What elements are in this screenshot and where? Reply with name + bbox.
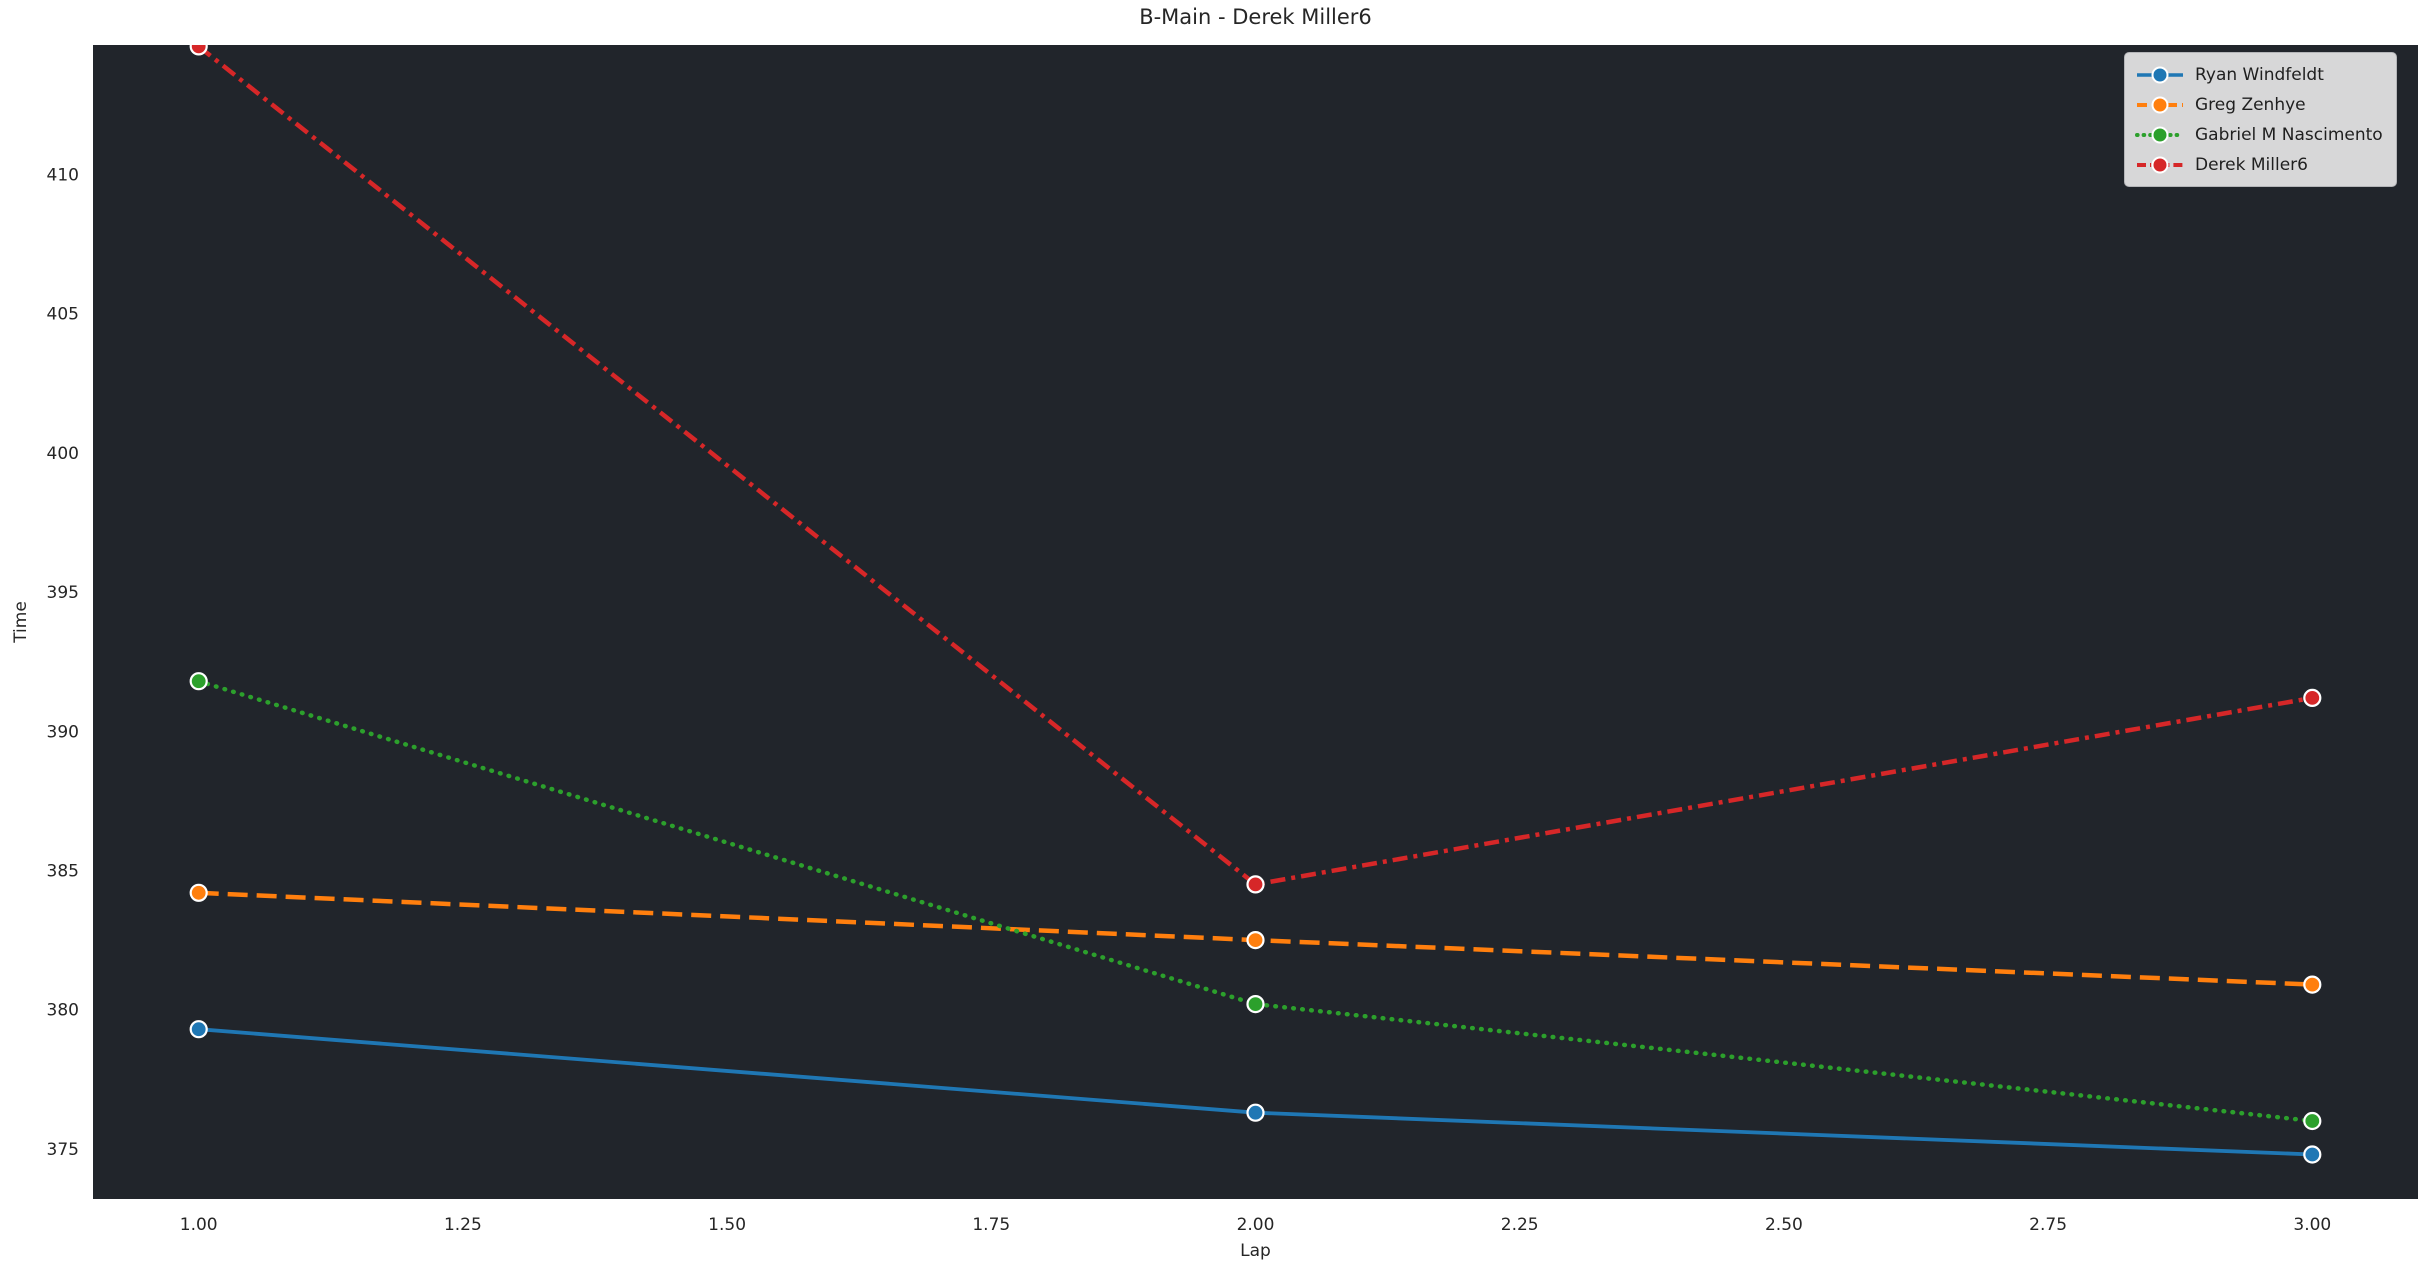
x-axis-label: Lap bbox=[1240, 1241, 1271, 1261]
data-point-marker bbox=[189, 45, 208, 56]
data-point-marker bbox=[189, 883, 208, 902]
legend-label: Gabriel M Nascimento bbox=[2195, 124, 2383, 145]
x-tick-label: 2.50 bbox=[1765, 1215, 1803, 1235]
data-point-marker bbox=[1246, 994, 1265, 1014]
x-tick-label: 3.00 bbox=[2293, 1215, 2331, 1235]
data-point-marker bbox=[2303, 1145, 2322, 1164]
legend-marker bbox=[2151, 126, 2169, 143]
y-tick-label: 410 bbox=[47, 165, 79, 185]
chart-title: B-Main - Derek Miller6 bbox=[1139, 5, 1372, 29]
series-derek-miller6 bbox=[189, 45, 2322, 894]
x-tick-label: 1.00 bbox=[180, 1215, 218, 1235]
data-point-marker bbox=[1246, 875, 1265, 894]
legend-item-greg-zenhye: Greg Zenhye bbox=[2135, 91, 2383, 118]
plot-area bbox=[93, 45, 2418, 1199]
series-layer bbox=[189, 45, 2322, 1164]
legend-label: Ryan Windfeldt bbox=[2195, 64, 2324, 85]
data-point-marker bbox=[2303, 1111, 2322, 1131]
y-tick-label: 380 bbox=[47, 1001, 79, 1021]
y-tick-label: 385 bbox=[47, 861, 79, 881]
data-point-marker bbox=[189, 672, 208, 691]
x-tick-label: 2.75 bbox=[2029, 1215, 2067, 1235]
legend-label: Derek Miller6 bbox=[2195, 154, 2308, 175]
legend-line-marker-icon bbox=[2137, 66, 2183, 83]
y-tick-label: 390 bbox=[47, 722, 79, 742]
legend-item-ryan-windfeldt: Ryan Windfeldt bbox=[2135, 61, 2383, 88]
y-tick-label: 395 bbox=[47, 583, 79, 603]
y-tick-label: 405 bbox=[47, 305, 79, 325]
data-point-marker bbox=[2303, 975, 2322, 994]
legend-line-marker-icon bbox=[2135, 126, 2185, 143]
data-point-marker bbox=[1246, 930, 1265, 950]
legend-marker bbox=[2151, 66, 2169, 83]
x-tick-label: 1.75 bbox=[972, 1215, 1010, 1235]
y-tick-label: 375 bbox=[47, 1140, 79, 1160]
data-point-marker bbox=[189, 1020, 208, 1039]
legend-item-gabriel-m-nascimento: Gabriel M Nascimento bbox=[2135, 121, 2383, 148]
legend-marker bbox=[2151, 156, 2169, 173]
legend: Ryan Windfeldt Greg Zenhye Gabriel M Nasci… bbox=[2124, 52, 2397, 187]
legend-label: Greg Zenhye bbox=[2195, 94, 2306, 115]
series-greg-zenhye bbox=[189, 883, 2322, 994]
x-tick-label: 2.25 bbox=[1501, 1215, 1539, 1235]
y-tick-label: 400 bbox=[47, 444, 79, 464]
legend-marker bbox=[2151, 96, 2169, 113]
series-ryan-windfeldt bbox=[189, 1020, 2322, 1164]
legend-item-derek-miller6: Derek Miller6 bbox=[2135, 151, 2383, 178]
x-tick-label: 1.25 bbox=[444, 1215, 482, 1235]
x-tick-label: 1.50 bbox=[708, 1215, 746, 1235]
y-axis-label: Time bbox=[11, 601, 31, 643]
legend-line-marker-icon bbox=[2137, 156, 2183, 173]
series-gabriel-m-nascimento bbox=[189, 672, 2322, 1131]
legend-line-marker-icon bbox=[2137, 96, 2183, 113]
data-point-marker bbox=[2303, 688, 2322, 708]
data-point-marker bbox=[1246, 1103, 1265, 1122]
x-tick-label: 2.00 bbox=[1237, 1215, 1275, 1235]
